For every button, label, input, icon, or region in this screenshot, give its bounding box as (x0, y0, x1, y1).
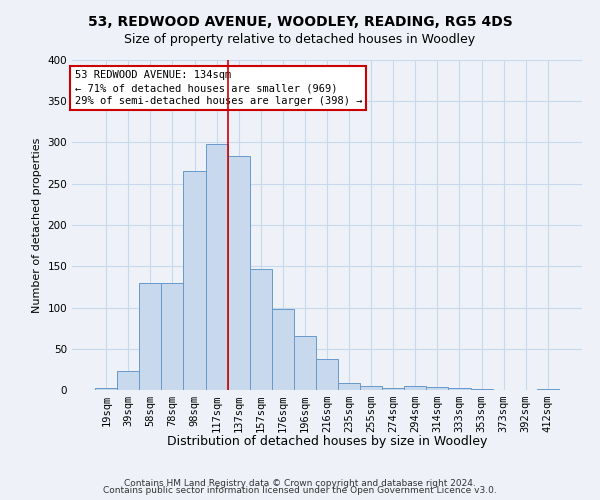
Bar (470, 389, 493, 390)
Bar (227, 156, 250, 390)
Bar (537, 389, 559, 390)
Text: Contains public sector information licensed under the Open Government Licence v3: Contains public sector information licen… (103, 486, 497, 495)
Bar (360, 386, 382, 390)
X-axis label: Distribution of detached houses by size in Woodley: Distribution of detached houses by size … (167, 435, 487, 448)
Text: Size of property relative to detached houses in Woodley: Size of property relative to detached ho… (124, 32, 476, 46)
Bar (272, 309, 294, 390)
Bar (250, 268, 272, 390)
Bar (316, 358, 338, 390)
Bar (382, 388, 404, 390)
Text: 53, REDWOOD AVENUE, WOODLEY, READING, RG5 4DS: 53, REDWOOD AVENUE, WOODLEY, READING, RG… (88, 15, 512, 29)
Bar (139, 283, 161, 390)
Text: 53 REDWOOD AVENUE: 134sqm
← 71% of detached houses are smaller (969)
29% of semi: 53 REDWOOD AVENUE: 134sqm ← 71% of detac… (74, 70, 362, 106)
Y-axis label: Number of detached properties: Number of detached properties (32, 138, 42, 312)
Bar (294, 336, 316, 390)
Bar (404, 386, 427, 390)
Text: Contains HM Land Registry data © Crown copyright and database right 2024.: Contains HM Land Registry data © Crown c… (124, 478, 476, 488)
Bar (161, 283, 184, 390)
Bar (117, 371, 139, 390)
Bar (338, 384, 360, 390)
Bar (184, 172, 206, 390)
Bar (206, 144, 227, 390)
Bar (448, 388, 470, 390)
Bar (427, 386, 448, 390)
Bar (95, 388, 117, 390)
